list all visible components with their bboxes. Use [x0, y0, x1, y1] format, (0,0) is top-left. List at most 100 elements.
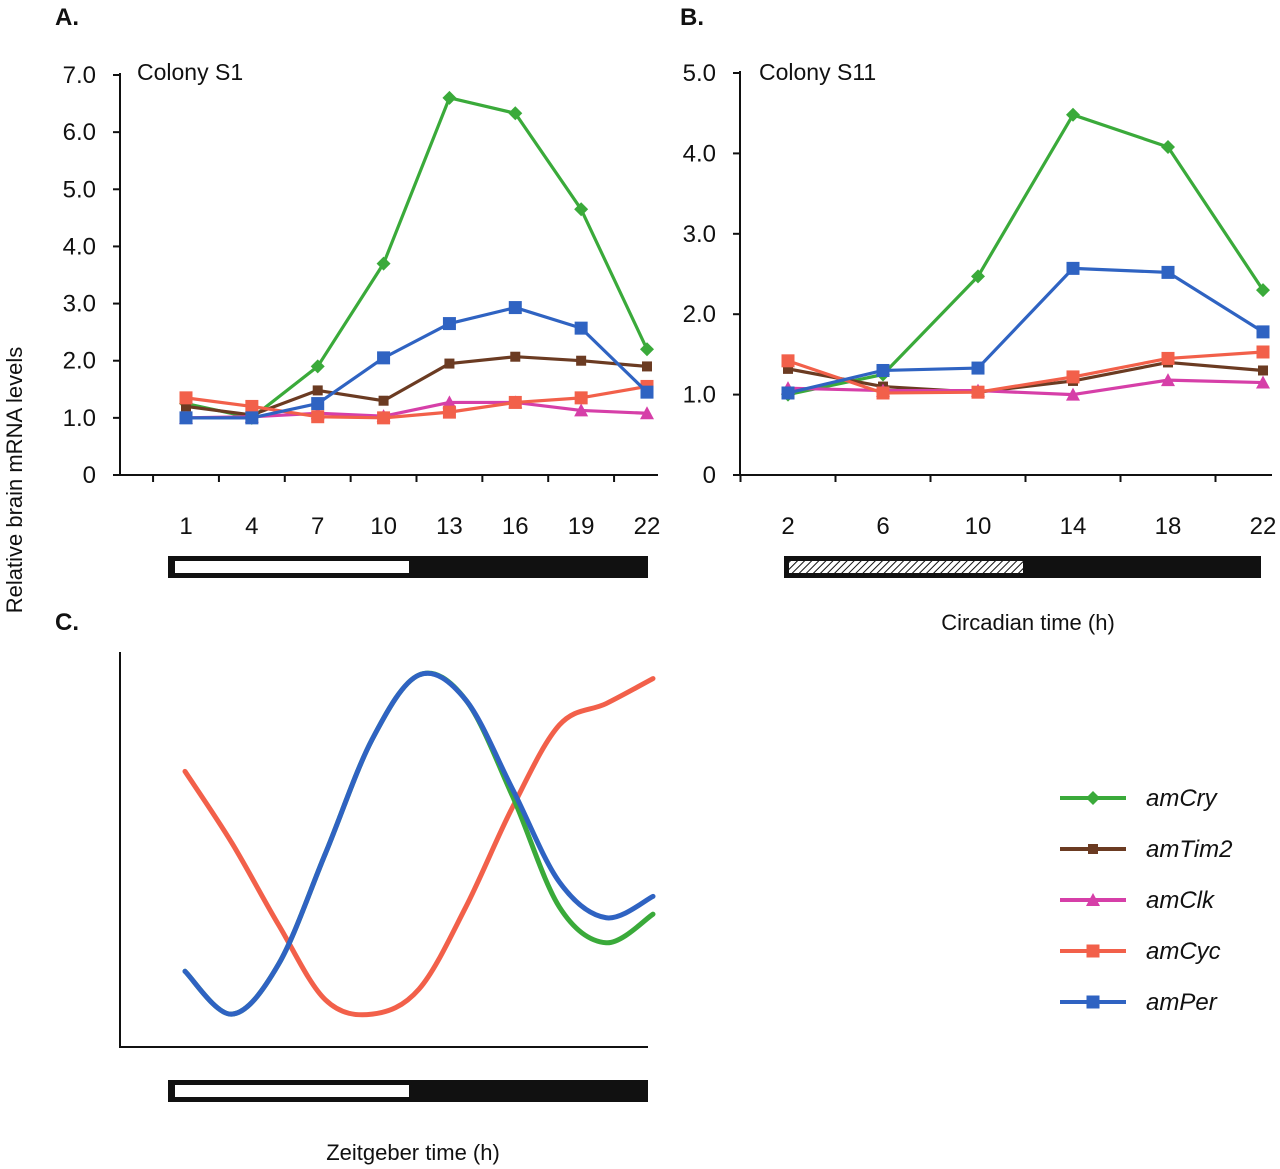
panel-b-y-tick-label: 5.0 — [683, 60, 716, 87]
panel-a-series-amCyc-point — [442, 405, 456, 419]
panel-b-series-amPer-point — [1161, 265, 1175, 279]
panel-a-series-amCry-point — [376, 256, 391, 271]
legend-amPer-marker — [1086, 995, 1100, 1009]
legend-item-amPer: amPer — [1060, 989, 1218, 1016]
panel-b-y-tick-label: 3.0 — [683, 221, 716, 248]
panel-a-series-amCyc-point — [179, 391, 193, 405]
panel-a-x-tick-label: 19 — [568, 513, 595, 540]
panel-b-label: B. — [680, 4, 704, 31]
panel-a-series-amPer-point — [179, 411, 193, 425]
panel-a-series-amCry-point — [442, 90, 457, 105]
panel-a-y-tick-label: 1.0 — [63, 405, 96, 432]
panel-a-series-amTim2-point — [576, 355, 587, 366]
panel-b-x-tick-label: 2 — [781, 513, 794, 540]
panel-b-series-amCyc-point — [876, 386, 890, 400]
panel-a-y-tick-label: 5.0 — [63, 176, 96, 203]
panel-b-y-tick-label: 0 — [703, 462, 716, 489]
panel-a-light-bar — [175, 561, 409, 573]
legend-amPer-label: amPer — [1146, 989, 1218, 1016]
panel-a-series-amCyc-point — [377, 411, 391, 425]
panel-a-series-amTim2-point — [444, 358, 455, 369]
panel-c-series-amPer-curve — [182, 670, 656, 1017]
panel-a-y-tick-label: 0 — [83, 462, 96, 489]
panel-a-series-amTim2-point — [642, 361, 652, 372]
legend-item-amClk: amClk — [1060, 887, 1216, 914]
panel-a: A. Colony S1 0 1.0 2.0 3.0 4.0 5.0 6.0 7.0 1 4 7 10… — [55, 4, 660, 578]
panel-c: C. Zeitgeber time (h) — [55, 609, 656, 1165]
panel-b-series-amCyc-point — [1066, 370, 1080, 384]
panel-a-series-amCyc-point — [574, 391, 588, 405]
panel-b-series-amCyc-point — [1161, 351, 1175, 365]
panel-c-light-dark-bar — [168, 1080, 648, 1102]
legend-amTim2-label: amTim2 — [1146, 836, 1232, 863]
panel-a-series-amPer-point — [311, 397, 325, 411]
legend-amClk-label: amClk — [1146, 887, 1216, 914]
panel-a-series-amPer-point — [640, 385, 654, 399]
panel-c-light-bar — [175, 1085, 409, 1097]
panel-a-series-amCyc-point — [245, 399, 259, 413]
panel-a-x-tick-label: 7 — [311, 513, 324, 540]
panel-b-x-axis-title: Circadian time (h) — [941, 610, 1115, 635]
panel-a-series-amCyc-point — [508, 395, 522, 409]
panel-a-x-tick-label: 4 — [245, 513, 258, 540]
panel-c-series-amCyc-curve — [182, 676, 656, 1018]
panel-a-y-tick-label: 3.0 — [63, 291, 96, 318]
legend-item-amCyc: amCyc — [1060, 938, 1221, 965]
panel-b-series-amPer-point — [1256, 325, 1270, 339]
panel-b-x-tick-label: 22 — [1250, 513, 1277, 540]
legend-amClk-marker — [1086, 893, 1100, 906]
panel-b-series-amTim2-line — [787, 360, 1264, 394]
panel-b-series-amPer-point — [876, 363, 890, 377]
panel-a-x-tick-label: 22 — [634, 513, 661, 540]
panel-b-axes: 0 1.0 2.0 3.0 4.0 5.0 2 6 10 14 18 22 — [683, 60, 1277, 540]
panel-b-series-amCry-point — [1256, 283, 1270, 298]
panel-a-series — [179, 90, 654, 425]
y-axis-title: Relative brain mRNA levels — [2, 347, 27, 614]
legend: amCry amTim2 amClk amCyc amPer — [1060, 785, 1232, 1016]
panel-b-x-tick-label: 14 — [1060, 513, 1087, 540]
panel-b-series-amCyc-line — [787, 350, 1264, 395]
panel-b-series-amCry-line — [787, 113, 1265, 397]
panel-b-series-amClk-line — [787, 378, 1264, 397]
panel-b-series-amPer-point — [781, 386, 795, 400]
legend-amTim2-marker — [1088, 844, 1098, 854]
legend-item-amCry: amCry — [1060, 785, 1219, 812]
panel-b-colony-label: Colony S11 — [759, 59, 876, 85]
panel-a-x-tick-label: 1 — [179, 513, 192, 540]
panel-a-series-amTim2-point — [181, 401, 191, 412]
panel-b-subjective-day-bar — [784, 556, 1261, 578]
panel-b: B. Colony S11 0 1.0 2.0 3.0 4.0 5.0 2 6 10 14 18 22… — [680, 4, 1276, 635]
panel-a-colony-label: Colony S1 — [137, 59, 243, 85]
panel-a-y-tick-label: 6.0 — [63, 119, 96, 146]
panel-a-series-amPer-point — [574, 321, 588, 335]
panel-a-series-amPer-line — [186, 305, 649, 420]
panel-b-series-amTim2-point — [1258, 365, 1268, 376]
panel-b-x-tick-label: 10 — [965, 513, 992, 540]
panel-a-series-amPer-point — [442, 317, 456, 331]
panel-a-x-tick-label: 10 — [370, 513, 397, 540]
panel-c-series-amCry-curve — [182, 670, 656, 1017]
legend-amCry-marker — [1086, 791, 1100, 805]
panel-a-series-amPer-point — [377, 351, 391, 365]
panel-a-label: A. — [55, 4, 79, 31]
panel-b-series-amClk-point — [1066, 387, 1080, 401]
panel-b-x-tick-label: 18 — [1155, 513, 1182, 540]
legend-amCyc-label: amCyc — [1146, 938, 1221, 965]
panel-b-series-amPer-point — [971, 361, 985, 375]
panel-b-series — [781, 107, 1270, 402]
panel-a-series-amTim2-point — [510, 351, 521, 362]
legend-amCry-label: amCry — [1146, 785, 1219, 812]
panel-a-x-tick-label: 13 — [436, 513, 463, 540]
panel-a-y-tick-label: 4.0 — [63, 233, 96, 260]
panel-a-series-amCry-line — [185, 96, 649, 420]
panel-b-series-amCry-point — [971, 269, 985, 284]
panel-b-series-amCry-point — [1066, 107, 1080, 122]
panel-b-series-amPer-line — [787, 266, 1264, 395]
panel-a-y-tick-label: 2.0 — [63, 348, 96, 375]
panel-a-series-amCyc-line — [185, 384, 648, 420]
panel-c-x-axis-title: Zeitgeber time (h) — [326, 1140, 500, 1165]
panel-a-series-amCry-point — [310, 359, 325, 374]
legend-amCyc-marker — [1086, 944, 1100, 958]
panel-b-y-tick-label: 4.0 — [683, 140, 716, 167]
